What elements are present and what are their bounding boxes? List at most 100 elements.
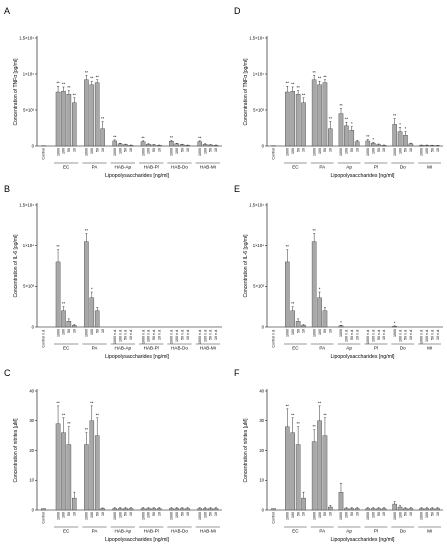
significance-marker: ** xyxy=(286,244,290,249)
dose-label: 50 n.d. xyxy=(209,329,213,340)
dose-label: 50 n.d. xyxy=(404,329,408,340)
dose-label: 100 xyxy=(62,329,66,335)
significance-marker: ** xyxy=(67,421,71,426)
dose-label: 50 xyxy=(350,512,354,516)
bar xyxy=(117,508,123,511)
bar xyxy=(156,145,162,147)
bar xyxy=(301,325,306,328)
y-tick-label: 1.5×10⁴ xyxy=(19,202,34,207)
dose-label: 50 xyxy=(209,148,213,152)
dose-label: 100 xyxy=(291,329,295,335)
bar xyxy=(55,423,61,511)
dose-label: 1000 xyxy=(85,148,89,156)
dose-label: 100 xyxy=(90,512,94,518)
significance-marker: ** xyxy=(62,412,66,417)
bar xyxy=(117,143,123,147)
dose-label: 1000 xyxy=(312,148,316,156)
bar xyxy=(61,91,66,147)
bar-group-pa: ** 1000 ** 100 ** 50 10 PA xyxy=(310,400,334,534)
bar xyxy=(151,144,157,147)
bar xyxy=(365,140,371,147)
dose-label: 10 xyxy=(436,148,440,152)
dose-label: 50 n.d. xyxy=(350,329,354,340)
bar-group-hab-pl: ** 1000 100 50 10 HAB-Pl xyxy=(139,135,164,170)
dose-label: 10 n.d. xyxy=(436,329,440,340)
bar xyxy=(338,113,344,147)
significance-marker: * xyxy=(394,320,396,325)
dose-label: 100 n.d. xyxy=(203,329,207,342)
dose-label: 10 xyxy=(409,512,413,516)
bar xyxy=(185,508,190,511)
chart-panel-f: F 0 10 20 30 40 Concentration of nitrites [µM]… xyxy=(234,368,443,543)
bar xyxy=(328,506,333,511)
panel-letter: E xyxy=(234,184,240,194)
dose-label: 10 xyxy=(302,512,306,516)
bar-group-ec: ** 1000 ** 100 ** 50 10 EC xyxy=(284,403,307,534)
dose-label: 100 xyxy=(203,512,207,518)
significance-marker: ** xyxy=(96,74,100,79)
bar-group-pl: 1000 100 50 10 Pl xyxy=(364,507,388,534)
dose-label: 10 xyxy=(157,148,161,152)
bar-group-pl: ** 1000 * 100 50 10 Pl xyxy=(364,134,388,170)
bar-group-ec: ** 1000 ** 100 50 10 EC xyxy=(54,244,79,351)
bar-group-ec: ** 1000 ** 100 50 10 EC xyxy=(284,244,307,351)
bar xyxy=(419,508,424,511)
bar xyxy=(285,91,290,147)
chart-panel-a: A 0 5×10³ 1×10⁴ 1.5×10⁴ Concentration of TNFα… xyxy=(4,6,222,179)
significance-marker: ** xyxy=(313,228,317,233)
group-label: PA xyxy=(92,346,99,351)
dose-label: 50 xyxy=(152,512,156,516)
y-tick-label: 0 xyxy=(32,324,35,329)
dose-label: 10 xyxy=(157,512,161,516)
y-axis-label: Concentration of TNFα [pg/ml] xyxy=(243,58,249,126)
bar xyxy=(55,91,61,147)
dose-label: 100 xyxy=(318,329,322,335)
bar-group-pa: ** 1000 ** 100 ** 50 ** 10 PA xyxy=(82,70,107,170)
bar xyxy=(174,508,180,511)
significance-marker: ** xyxy=(296,421,300,426)
bar xyxy=(208,508,213,511)
group-label: HAB-Mi xyxy=(200,529,216,534)
bar xyxy=(354,141,360,147)
dose-label: 50 xyxy=(323,512,327,516)
dose-label: 10 xyxy=(329,512,333,516)
significance-marker: ** xyxy=(85,70,89,75)
dose-label: 1000 n.d. xyxy=(420,329,424,344)
group-label: Mi xyxy=(427,346,432,351)
bar-group-hab-do: 1000 n.d. 100 n.d. 50 n.d. 10 n.d. HAB-Do xyxy=(167,329,192,351)
bar-group-pa: ** 1000 * 100 50 10 PA xyxy=(310,228,334,351)
dose-label: Control xyxy=(272,512,276,524)
bar xyxy=(202,508,208,511)
bar xyxy=(397,506,403,511)
significance-marker: ** xyxy=(62,301,66,306)
significance-marker: * xyxy=(91,287,93,292)
significance-marker: ** xyxy=(90,400,94,405)
dose-label: 1000 xyxy=(286,329,290,337)
dose-label: 1000 xyxy=(198,512,202,520)
dose-label: 100 xyxy=(318,148,322,154)
dose-label: 100 n.d. xyxy=(118,329,122,342)
dose-label: 50 xyxy=(430,512,434,516)
dose-label: 50 xyxy=(323,329,327,333)
dose-label: 50 xyxy=(180,148,184,152)
bar-group-ap: ** 1000 ** 100 * 50 10 Ap xyxy=(337,103,361,170)
bar xyxy=(156,508,162,511)
bar xyxy=(311,241,317,328)
dose-label: 1000 xyxy=(198,148,202,156)
dose-label: 50 xyxy=(377,148,381,152)
dose-label: 10 xyxy=(101,148,105,152)
bar xyxy=(71,102,77,147)
group-label: PA xyxy=(92,165,99,170)
significance-marker: ** xyxy=(296,85,300,90)
bar xyxy=(169,141,174,147)
dose-label: 100 xyxy=(318,512,322,518)
dose-label: 100 xyxy=(371,512,375,518)
significance-marker: ** xyxy=(170,135,174,140)
dose-label: 10 n.d. xyxy=(129,329,133,340)
dose-label: 1000 n.d. xyxy=(170,329,174,344)
significance-marker: ** xyxy=(101,116,105,121)
group-label: Ap xyxy=(346,346,352,351)
bar xyxy=(89,420,95,511)
dose-label: 1000 xyxy=(170,148,174,156)
dose-label: 1000 xyxy=(141,512,145,520)
